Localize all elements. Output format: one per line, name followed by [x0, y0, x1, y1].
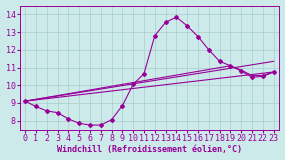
X-axis label: Windchill (Refroidissement éolien,°C): Windchill (Refroidissement éolien,°C) [57, 145, 242, 154]
